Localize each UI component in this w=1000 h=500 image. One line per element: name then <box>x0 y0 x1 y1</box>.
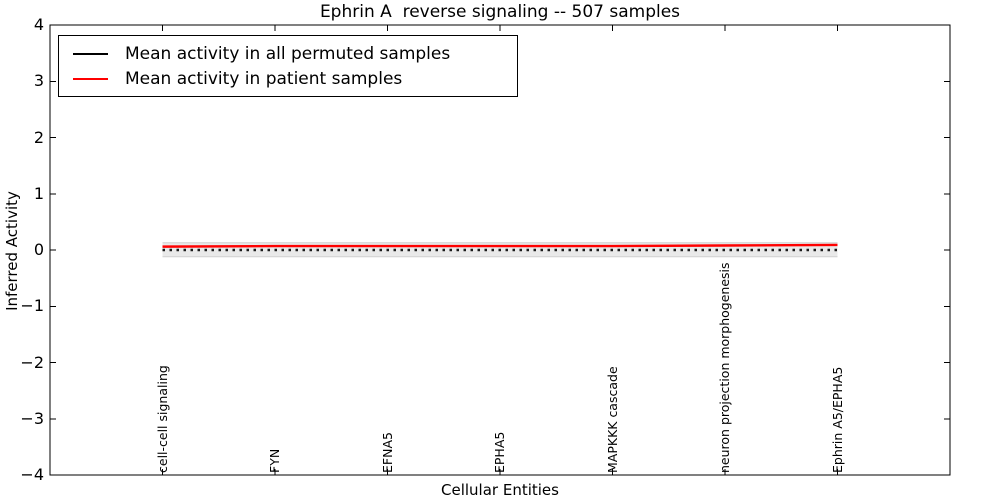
legend-line-swatch <box>73 52 108 55</box>
chart-title: Ephrin A reverse signaling -- 507 sample… <box>319 2 681 22</box>
patient-mean-line <box>162 243 838 248</box>
y-axis-label: Inferred Activity <box>3 191 21 311</box>
x-tick-label: EFNA5 <box>379 432 395 473</box>
legend-item-label: Mean activity in all permuted samples <box>125 43 451 64</box>
x-tick-label: Ephrin A5/EPHA5 <box>829 366 845 473</box>
x-tick-label: MAPKKK cascade <box>604 366 620 473</box>
y-tick-label: 1 <box>33 183 44 203</box>
x-tick-label: cell-cell signaling <box>154 365 170 473</box>
legend-line-swatch <box>73 77 108 80</box>
y-tick-label: 0 <box>33 240 44 259</box>
x-axis-label: Cellular Entities <box>441 481 559 499</box>
y-tick-label: −3 <box>20 408 44 428</box>
y-tick-label: −1 <box>20 296 44 316</box>
y-tick-label: 3 <box>33 71 44 91</box>
x-tick-label: EPHA5 <box>492 431 507 473</box>
y-tick-label: −4 <box>20 465 44 484</box>
y-tick-label: −2 <box>20 352 44 372</box>
y-tick-label: 4 <box>33 15 44 34</box>
y-tick-label: 2 <box>33 127 44 147</box>
legend-item-permuted: Mean activity in all permuted samples <box>73 43 517 65</box>
x-tick-label: neuron projection morphogenesis <box>717 262 732 473</box>
x-tick-label: FYN <box>267 448 282 473</box>
legend: Mean activity in all permuted samples Mea… <box>58 35 518 97</box>
legend-item-patient: Mean activity in patient samples <box>73 68 517 90</box>
legend-item-label: Mean activity in patient samples <box>125 68 403 89</box>
